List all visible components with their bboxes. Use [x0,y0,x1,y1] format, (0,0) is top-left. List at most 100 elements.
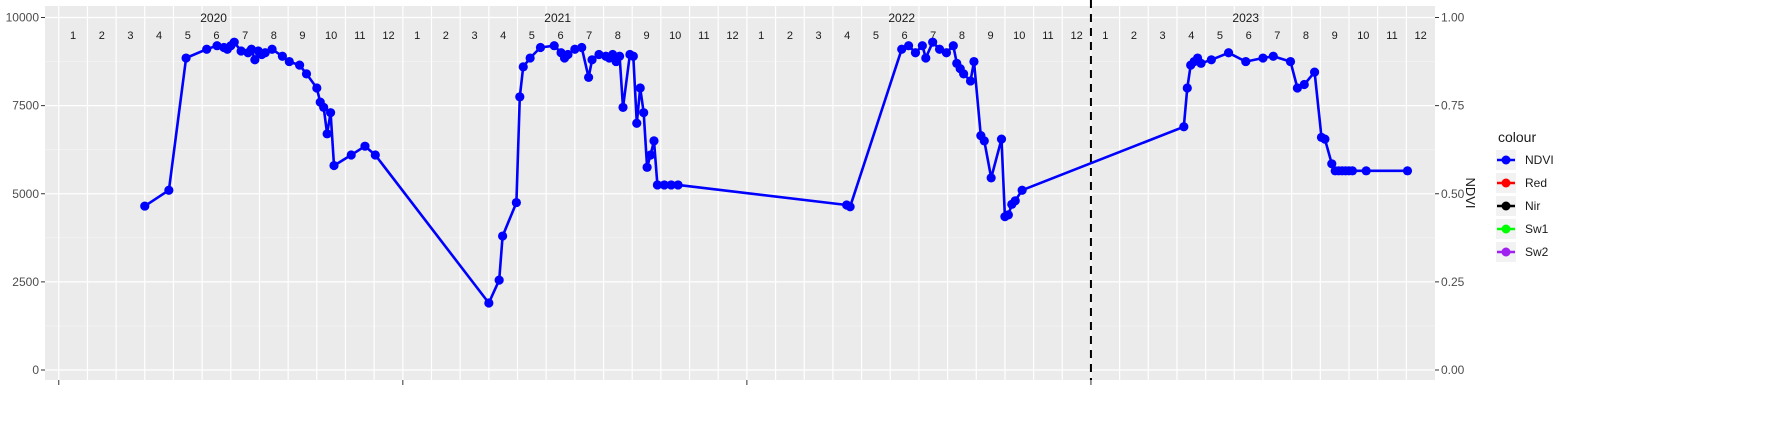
data-point-ndvi [1179,122,1189,132]
month-label: 8 [959,30,965,42]
data-point-ndvi [1017,185,1027,195]
data-point-ndvi [549,41,559,51]
data-point-ndvi [511,197,521,208]
data-point-ndvi [284,56,294,67]
month-label: 2 [1131,30,1137,42]
month-label: 6 [1246,30,1252,42]
month-label: 9 [1332,30,1338,42]
legend-label: Sw1 [1525,222,1549,236]
data-point-ndvi [515,92,525,102]
data-point-ndvi [1299,79,1309,90]
legend-key-point [1501,178,1511,188]
legend-key-point [1501,247,1511,257]
data-point-ndvi [346,150,356,160]
month-label: 8 [1303,30,1309,42]
y-tick-label: 10000 [6,11,40,25]
data-point-ndvi [1292,83,1302,93]
y-tick-label: 0 [32,363,39,377]
month-label: 11 [354,30,365,42]
data-point-ndvi [645,150,656,160]
data-point-ndvi [246,44,257,54]
legend-label: Red [1525,176,1547,190]
data-point-ndvi [164,185,174,195]
data-point-ndvi [1182,83,1192,93]
data-point-ndvi [659,180,669,190]
month-label: 10 [669,30,681,42]
month-label: 9 [988,30,994,42]
data-point-ndvi [202,44,212,54]
y2-tick-label: 1.00 [1441,11,1465,25]
month-label: 8 [615,30,621,42]
data-point-ndvi [903,41,914,51]
month-label: 10 [1357,30,1369,42]
month-label: 12 [1415,30,1427,42]
month-label: 6 [213,30,219,42]
series-layer [140,37,1413,308]
data-point-ndvi [1258,53,1268,63]
data-point-ndvi [1223,48,1234,58]
month-label: 9 [643,30,649,42]
data-point-ndvi [277,51,288,61]
data-point-ndvi [1347,166,1358,176]
data-point-ndvi [319,102,329,112]
data-point-ndvi [910,48,921,58]
data-point-ndvi [494,275,504,285]
data-point-ndvi [301,69,312,79]
data-point-ndvi [325,108,336,118]
month-label: 7 [242,30,248,42]
legend-key-point [1501,155,1511,165]
data-point-ndvi [642,162,652,172]
y-tick-label: 5000 [12,187,39,201]
month-label: 2 [443,30,449,42]
month-label: 2 [99,30,105,42]
y-tick-label: 2500 [12,275,39,289]
month-label: 4 [156,30,162,42]
data-point-ndvi [295,60,305,70]
data-point-ndvi [584,72,594,83]
month-label: 6 [557,30,563,42]
data-point-ndvi [959,69,969,79]
grid-minor [45,61,1435,327]
month-label: 3 [471,30,477,42]
data-point-ndvi [979,136,989,146]
data-point-ndvi [370,150,380,160]
month-label: 1 [758,30,764,42]
legend-key-point [1501,224,1511,234]
data-point-ndvi [1196,58,1206,68]
data-point-ndvi [1206,55,1216,65]
data-point-ndvi [497,231,508,241]
data-point-ndvi [618,102,628,112]
month-label: 8 [271,30,277,42]
data-point-ndvi [181,53,191,63]
data-point-ndvi [1010,196,1020,206]
month-label: 5 [185,30,191,42]
legend-label: Sw2 [1525,245,1549,259]
data-point-ndvi [260,48,270,58]
y-tick-label: 7500 [12,99,39,113]
data-point-ndvi [897,44,907,54]
month-label: 5 [1217,30,1223,42]
legend: colour NDVI Red Nir Sw1 Sw2 [1496,129,1554,262]
data-point-ndvi [1327,159,1337,169]
month-labels: 1 2 3 4 5 6 7 8 9 10 11 12 1 2 3 4 5 6 7 8 9 10 11 12 1 2 3 4 5 6 7 8 9 1… [70,30,1427,42]
year-label: 2020 [200,11,227,25]
month-label: 12 [1070,30,1082,42]
data-point-ndvi [948,41,958,51]
data-point-ndvi [1320,134,1330,144]
legend-key-point [1501,201,1511,211]
legend-title: colour [1498,129,1536,145]
data-point-ndvi [587,55,597,65]
data-point-ndvi [673,180,683,190]
month-label: 9 [299,30,305,42]
data-point-ndvi [921,53,931,63]
data-point-ndvi [1268,51,1278,61]
y-axis-left: 0 2500 5000 7500 10000 [6,11,45,377]
data-point-ndvi [1241,56,1251,67]
month-label: 3 [127,30,133,42]
data-point-ndvi [928,37,938,47]
data-point-ndvi [563,49,573,60]
month-label: 1 [414,30,420,42]
month-label: 2 [787,30,793,42]
month-label: 10 [1013,30,1025,42]
